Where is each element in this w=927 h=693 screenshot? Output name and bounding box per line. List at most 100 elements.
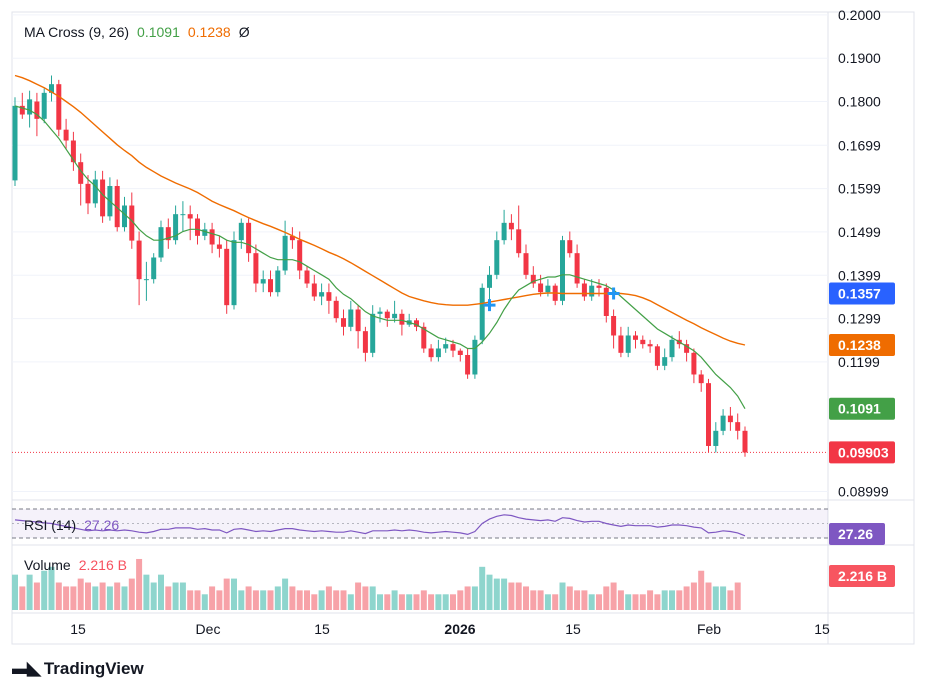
tradingview-mark-icon: ▬◣ — [12, 658, 41, 678]
candle-body — [508, 222, 514, 230]
volume-bar — [114, 582, 121, 610]
volume-value: 2.216 B — [78, 557, 127, 573]
candle-body — [63, 129, 69, 141]
candle-body — [12, 105, 18, 181]
candle-body — [268, 279, 273, 293]
rsi-line — [14, 514, 746, 537]
candle-body — [246, 222, 252, 254]
volume-bar — [596, 594, 602, 610]
volume-bar — [355, 582, 362, 610]
candle-body — [158, 227, 164, 258]
candle-body — [151, 257, 157, 280]
volume-bar — [515, 582, 522, 610]
candle-body — [362, 331, 368, 353]
candle-body — [348, 309, 354, 327]
candle-body — [523, 253, 529, 275]
candle-body — [720, 415, 726, 431]
volume-bar — [610, 582, 617, 610]
candle-body — [727, 415, 733, 423]
volume-bar — [442, 594, 449, 610]
price-label-bg — [829, 334, 895, 357]
volume-bar — [165, 586, 172, 610]
candle-body — [530, 274, 536, 284]
candle-body — [654, 346, 660, 366]
volume-bar — [85, 582, 91, 610]
volume-bar — [201, 594, 208, 610]
volume-bar — [617, 590, 624, 610]
volume-bar — [654, 594, 661, 610]
candle-body — [34, 101, 40, 119]
candle-body — [114, 186, 120, 228]
candle-body — [180, 214, 186, 216]
candle-body — [633, 335, 638, 340]
price-label: 0.1238 — [838, 337, 881, 353]
candle-body — [41, 92, 47, 119]
volume-bar — [727, 590, 734, 610]
rsi-legend: RSI (14) 27.26 — [24, 517, 119, 533]
volume-bar — [552, 594, 559, 610]
null-symbol: Ø — [238, 24, 250, 40]
candle-body — [603, 287, 609, 316]
candle-body — [92, 179, 98, 204]
volume-bar — [99, 582, 106, 610]
volume-bar — [377, 594, 383, 610]
volume-bar — [136, 558, 143, 610]
candle-body — [209, 229, 215, 245]
candle-body — [647, 344, 653, 347]
volume-label: Volume — [24, 557, 71, 573]
volume-bar — [333, 590, 340, 610]
volume-bar — [574, 590, 581, 610]
volume-bar — [720, 586, 727, 610]
candle-body — [735, 422, 741, 431]
rsi-price-label: 27.26 — [838, 526, 873, 542]
volume-bar — [325, 586, 332, 610]
volume-bar — [625, 594, 632, 610]
candle-body — [501, 222, 507, 241]
candle-body — [333, 300, 339, 319]
volume-bar — [581, 590, 588, 610]
candle-body — [370, 313, 376, 353]
volume-bar — [318, 590, 325, 610]
candle-body — [428, 348, 434, 358]
price-label-bg — [829, 282, 895, 305]
candle-body — [479, 287, 485, 340]
volume-bar — [391, 590, 398, 610]
volume-bar — [406, 594, 413, 610]
y-tick-label: 0.1900 — [838, 50, 881, 66]
candle-body — [691, 352, 697, 375]
candle-body — [216, 244, 222, 249]
candle-body — [713, 430, 719, 446]
candle-body — [450, 344, 456, 351]
volume-bar — [683, 586, 690, 610]
ma-fast-value: 0.1091 — [137, 24, 180, 40]
candle-body — [27, 99, 33, 115]
candle-body — [341, 318, 346, 327]
volume-bar — [413, 594, 420, 610]
volume-bar — [698, 570, 705, 610]
rsi-label-bg — [829, 523, 885, 545]
candle-body — [684, 344, 690, 353]
candle-body — [187, 214, 193, 219]
volume-bar — [471, 586, 478, 610]
volume-bar — [340, 590, 347, 610]
candle-body — [260, 279, 266, 284]
volume-bar — [398, 594, 405, 610]
candle-body — [560, 240, 565, 301]
volume-bar — [304, 590, 310, 610]
candle-body — [253, 253, 259, 284]
candle-body — [538, 283, 544, 293]
tradingview-logo[interactable]: ▬◣ TradingView — [12, 658, 144, 679]
candle-body — [319, 292, 325, 297]
volume-bar — [311, 594, 318, 610]
volume-bar — [150, 582, 157, 610]
volume-bar — [464, 586, 471, 610]
y-tick-label: 0.1199 — [838, 354, 880, 370]
volume-legend: Volume 2.216 B — [24, 557, 127, 573]
ma-cross-legend: MA Cross (9, 26) 0.1091 0.1238 Ø — [24, 24, 250, 40]
candle-body — [85, 183, 91, 204]
volume-bar — [172, 582, 179, 610]
candle-body — [567, 240, 573, 254]
candle-body — [662, 357, 668, 366]
volume-bar — [296, 590, 303, 610]
